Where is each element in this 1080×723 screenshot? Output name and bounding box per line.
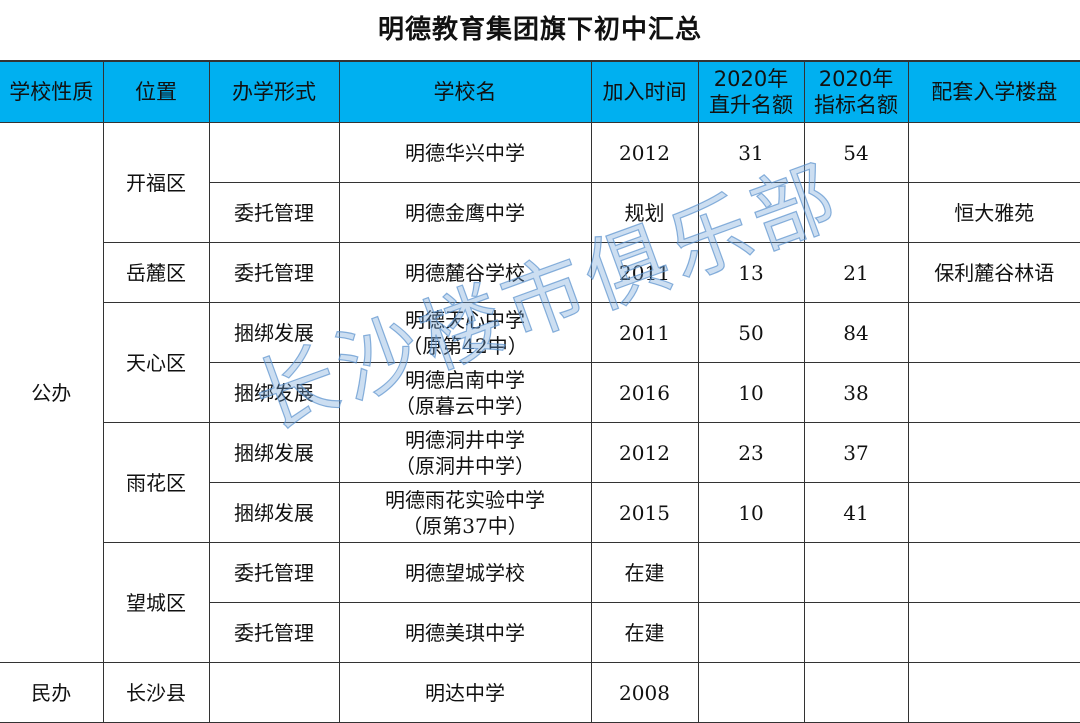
mode-cell: 捆绑发展 xyxy=(209,362,340,423)
index-quota-cell xyxy=(803,602,909,663)
table-row: 委托管理 明德金鹰中学 规划 恒大雅苑 xyxy=(0,182,1080,243)
location-cell: 雨花区 xyxy=(103,422,210,543)
column-header: 2020年 直升名额 xyxy=(697,61,805,123)
schools-table: 学校性质 位置 办学形式 学校名 加入时间 2020年 直升名额 2020年 指标名额 配套入学楼… xyxy=(0,61,1080,723)
location-cell: 开福区 xyxy=(102,122,210,243)
join-year-cell: 2012 xyxy=(590,122,699,183)
direct-quota-cell xyxy=(697,602,805,663)
estate-cell xyxy=(907,542,1080,603)
table-row: 望城区 委托管理 明德望城学校 在建 xyxy=(0,542,1080,663)
school-name-cell: 明德洞井中学 （原洞井中学） xyxy=(338,422,592,483)
estate-cell xyxy=(907,422,1080,483)
mode-cell: 委托管理 xyxy=(209,182,340,243)
join-year-cell: 2016 xyxy=(590,362,699,423)
join-year-cell: 在建 xyxy=(590,542,699,603)
direct-quota-cell xyxy=(697,542,805,603)
direct-quota-cell: 13 xyxy=(697,242,805,303)
table-row: 岳麓区 委托管理 明德麓谷学校 2011 13 21 保利麓谷林语 xyxy=(0,242,1080,303)
estate-cell xyxy=(907,602,1080,663)
column-header: 办学形式 xyxy=(208,61,340,123)
column-header: 位置 xyxy=(102,61,210,123)
column-header: 学校名 xyxy=(338,61,592,123)
index-quota-cell: 54 xyxy=(803,122,909,183)
direct-quota-cell xyxy=(697,662,805,723)
school-name-cell: 明德金鹰中学 xyxy=(338,182,592,243)
column-header: 2020年 指标名额 xyxy=(803,61,909,123)
join-year-cell: 2012 xyxy=(590,422,699,483)
direct-quota-cell: 10 xyxy=(697,362,805,423)
school-name-cell: 明德美琪中学 xyxy=(338,602,592,663)
index-quota-cell: 38 xyxy=(803,362,909,423)
index-quota-cell xyxy=(803,182,909,243)
column-header: 加入时间 xyxy=(590,61,699,123)
mode-cell: 委托管理 xyxy=(209,602,340,663)
join-year-cell: 2008 xyxy=(590,662,699,723)
table-row: 公办 开福区 明德华兴中学 2012 31 54 xyxy=(0,122,1080,663)
school-type-cell: 民办 xyxy=(0,662,104,723)
table-title: 明德教育集团旗下初中汇总 xyxy=(0,0,1080,61)
column-header: 配套入学楼盘 xyxy=(907,61,1080,123)
mode-cell: 捆绑发展 xyxy=(208,302,340,363)
index-quota-cell: 37 xyxy=(803,422,909,483)
index-quota-cell xyxy=(803,662,909,723)
location-cell: 长沙县 xyxy=(102,662,210,723)
school-type-cell: 公办 xyxy=(0,122,104,663)
school-name-cell: 明德雨花实验中学 （原第37中） xyxy=(338,482,592,543)
direct-quota-cell: 50 xyxy=(697,302,805,363)
table-row: 捆绑发展 明德雨花实验中学 （原第37中） 2015 10 41 xyxy=(0,482,1080,543)
mode-cell xyxy=(208,662,340,723)
estate-cell: 保利麓谷林语 xyxy=(907,242,1080,303)
mode-cell: 捆绑发展 xyxy=(208,422,340,483)
table-row: 民办 长沙县 明达中学 2008 xyxy=(0,662,1080,723)
estate-cell xyxy=(907,662,1080,723)
estate-cell xyxy=(907,362,1080,423)
school-name-cell: 明德麓谷学校 xyxy=(338,242,592,303)
mode-cell: 委托管理 xyxy=(208,542,340,603)
mode-cell: 捆绑发展 xyxy=(209,482,340,543)
table-row: 委托管理 明德美琪中学 在建 xyxy=(0,602,1080,663)
location-cell: 望城区 xyxy=(103,542,210,663)
school-name-cell: 明德天心中学 （原第42中） xyxy=(338,302,592,363)
estate-cell: 恒大雅苑 xyxy=(907,182,1080,243)
location-cell: 天心区 xyxy=(103,302,210,423)
join-year-cell: 规划 xyxy=(590,182,699,243)
direct-quota-cell: 10 xyxy=(697,482,805,543)
header-row: 学校性质 位置 办学形式 学校名 加入时间 2020年 直升名额 2020年 指标名额 配套入学楼… xyxy=(0,61,1080,123)
school-name-cell: 明德启南中学 （原暮云中学） xyxy=(338,362,592,423)
table-row: 雨花区 捆绑发展 明德洞井中学 （原洞井中学） 2012 23 37 xyxy=(0,422,1080,543)
school-name-cell: 明德望城学校 xyxy=(338,542,592,603)
school-name-cell: 明达中学 xyxy=(338,662,592,723)
join-year-cell: 2015 xyxy=(590,482,699,543)
mode-cell xyxy=(208,122,340,183)
index-quota-cell xyxy=(803,542,909,603)
index-quota-cell: 21 xyxy=(803,242,909,303)
join-year-cell: 2011 xyxy=(590,302,699,363)
join-year-cell: 在建 xyxy=(590,602,699,663)
mode-cell: 委托管理 xyxy=(208,242,340,303)
school-name-cell: 明德华兴中学 xyxy=(338,122,592,183)
column-header: 学校性质 xyxy=(0,61,104,123)
index-quota-cell: 84 xyxy=(803,302,909,363)
direct-quota-cell: 31 xyxy=(697,122,805,183)
estate-cell xyxy=(907,482,1080,543)
estate-cell xyxy=(907,122,1080,183)
direct-quota-cell: 23 xyxy=(697,422,805,483)
table-row: 天心区 捆绑发展 明德天心中学 （原第42中） 2011 50 84 xyxy=(0,302,1080,423)
join-year-cell: 2011 xyxy=(590,242,699,303)
table-row: 捆绑发展 明德启南中学 （原暮云中学） 2016 10 38 xyxy=(0,362,1080,423)
index-quota-cell: 41 xyxy=(803,482,909,543)
location-cell: 岳麓区 xyxy=(103,242,210,303)
estate-cell xyxy=(907,302,1080,363)
direct-quota-cell xyxy=(697,182,805,243)
